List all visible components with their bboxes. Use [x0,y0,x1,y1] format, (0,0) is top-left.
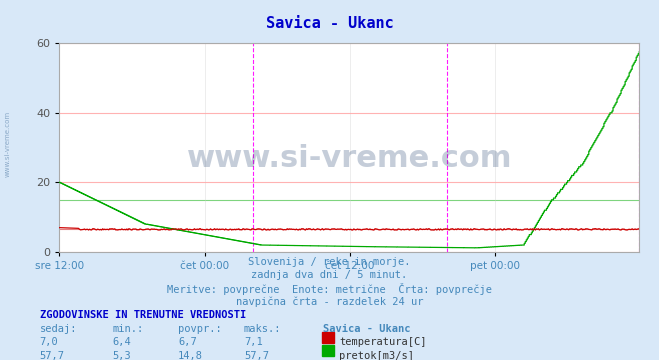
Text: 6,7: 6,7 [178,337,196,347]
Text: 57,7: 57,7 [40,351,65,360]
Text: www.si-vreme.com: www.si-vreme.com [186,144,512,172]
Text: navpična črta - razdelek 24 ur: navpična črta - razdelek 24 ur [236,297,423,307]
Bar [322,345,334,356]
Text: 5,3: 5,3 [112,351,130,360]
Text: Meritve: povprečne  Enote: metrične  Črta: povprečje: Meritve: povprečne Enote: metrične Črta:… [167,283,492,295]
Text: zadnja dva dni / 5 minut.: zadnja dva dni / 5 minut. [251,270,408,280]
Text: 7,0: 7,0 [40,337,58,347]
Text: Savica - Ukanc: Savica - Ukanc [323,324,411,334]
Text: pretok[m3/s]: pretok[m3/s] [339,351,415,360]
Text: 14,8: 14,8 [178,351,203,360]
Text: 6,4: 6,4 [112,337,130,347]
Text: povpr.:: povpr.: [178,324,221,334]
Text: sedaj:: sedaj: [40,324,77,334]
Text: ZGODOVINSKE IN TRENUTNE VREDNOSTI: ZGODOVINSKE IN TRENUTNE VREDNOSTI [40,310,246,320]
Bar [322,332,334,343]
Text: min.:: min.: [112,324,143,334]
Text: 57,7: 57,7 [244,351,269,360]
Text: Slovenija / reke in morje.: Slovenija / reke in morje. [248,257,411,267]
Text: Savica - Ukanc: Savica - Ukanc [266,16,393,31]
Text: temperatura[C]: temperatura[C] [339,337,427,347]
Text: 7,1: 7,1 [244,337,262,347]
Text: www.si-vreme.com: www.si-vreme.com [5,111,11,177]
Text: maks.:: maks.: [244,324,281,334]
